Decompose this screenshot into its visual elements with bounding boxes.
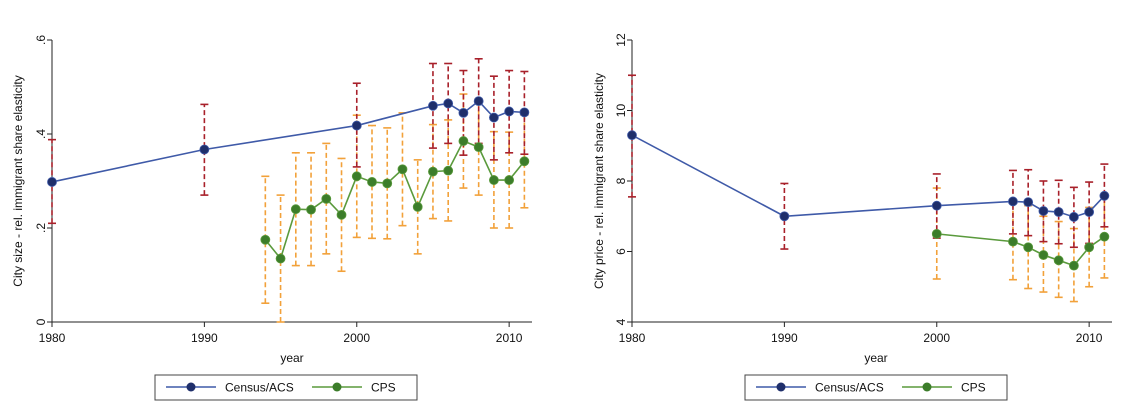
- data-point-cps: [290, 204, 301, 215]
- legend-box: [154, 374, 418, 401]
- legend: Census/ACS CPS: [154, 374, 418, 401]
- y-axis-label: City price - rel. immigrant share elasti…: [592, 73, 606, 289]
- data-point-census: [47, 177, 57, 187]
- data-point-census: [1084, 207, 1095, 217]
- data-point-census: [519, 107, 530, 118]
- y-tick-label: 6: [614, 248, 628, 255]
- data-point-cps: [1099, 231, 1110, 242]
- x-axis-label: year: [864, 351, 887, 365]
- x-tick-label: 1990: [191, 331, 218, 345]
- legend-label-cps: CPS: [371, 381, 396, 395]
- left-chart: 0 .2 .4 .6 1980 1990 2000 2010 City size - rel…: [11, 35, 532, 401]
- series-line-cps: [936, 233, 1105, 267]
- data-point-census: [931, 200, 942, 211]
- x-tick-label: 1980: [39, 331, 66, 345]
- data-point-census: [1069, 212, 1079, 222]
- data-point-census: [779, 211, 790, 222]
- data-point-cps: [1038, 250, 1049, 260]
- x-axis-label: year: [280, 351, 303, 365]
- y-tick-label: .4: [34, 129, 48, 139]
- y-tick-label: 8: [614, 177, 628, 184]
- data-point-census: [443, 98, 454, 109]
- y-axis-label: City size - rel. immigrant share elastic…: [11, 75, 25, 286]
- data-point-cps: [443, 165, 454, 176]
- data-point-cps: [489, 175, 499, 185]
- x-tick-label: 1990: [771, 331, 798, 345]
- series-lines: [631, 134, 1105, 267]
- x-tick-label: 1980: [619, 331, 646, 345]
- legend-marker-cps: [332, 382, 342, 392]
- legend-marker-cps: [922, 382, 932, 392]
- data-point-cps: [321, 193, 332, 204]
- x-tick-label: 2000: [343, 331, 370, 345]
- x-ticks: 1980 1990 2000 2010: [39, 322, 523, 345]
- error-bars: [48, 57, 529, 323]
- data-point-census: [428, 100, 438, 111]
- legend-label-census: Census/ACS: [815, 381, 884, 395]
- right-chart: 4 6 8 10 12 1980 1990 2000 2010 City price - re…: [592, 33, 1112, 401]
- x-tick-label: 2010: [496, 331, 523, 345]
- y-tick-label: .2: [34, 223, 48, 233]
- error-bars: [628, 74, 1109, 303]
- series-points: [47, 96, 530, 264]
- data-point-census: [199, 144, 210, 155]
- series-points: [627, 130, 1110, 271]
- y-ticks: 4 6 8 10 12: [614, 33, 632, 325]
- data-point-cps: [1084, 242, 1095, 253]
- data-point-cps: [260, 234, 271, 245]
- y-tick-label: .6: [34, 35, 48, 45]
- y-tick-label: 10: [614, 104, 628, 118]
- legend-label-cps: CPS: [961, 381, 986, 395]
- legend-marker-census: [186, 382, 196, 392]
- data-point-cps: [306, 204, 316, 215]
- data-point-census: [1023, 197, 1034, 208]
- data-point-census: [627, 130, 637, 141]
- y-ticks: 0 .2 .4 .6: [34, 35, 52, 325]
- x-ticks: 1980 1990 2000 2010: [619, 322, 1103, 345]
- x-tick-label: 2000: [923, 331, 950, 345]
- data-point-cps: [336, 209, 347, 220]
- data-point-cps: [504, 175, 515, 185]
- data-point-cps: [351, 171, 362, 182]
- data-point-cps: [275, 253, 286, 264]
- data-point-census: [458, 107, 469, 118]
- data-point-census: [351, 120, 362, 131]
- data-point-cps: [1008, 236, 1018, 247]
- data-point-census: [1038, 206, 1049, 216]
- series-lines: [51, 100, 526, 261]
- data-point-census: [489, 112, 499, 123]
- data-point-cps: [1023, 242, 1034, 253]
- data-point-cps: [397, 164, 408, 175]
- data-point-cps: [367, 177, 377, 187]
- data-point-cps: [412, 201, 423, 212]
- data-point-cps: [931, 228, 942, 239]
- data-point-census: [473, 96, 484, 106]
- y-tick-label: 12: [614, 33, 628, 47]
- data-point-census: [504, 106, 515, 117]
- data-point-census: [1099, 190, 1110, 201]
- data-point-cps: [473, 142, 484, 153]
- series-line-cps: [264, 140, 526, 261]
- legend-marker-census: [776, 382, 786, 392]
- x-tick-label: 2010: [1076, 331, 1103, 345]
- data-point-cps: [1069, 260, 1079, 271]
- data-point-cps: [1053, 255, 1064, 266]
- legend-label-census: Census/ACS: [225, 381, 294, 395]
- y-tick-label: 4: [614, 318, 628, 325]
- data-point-cps: [428, 166, 438, 177]
- legend: Census/ACS CPS: [744, 374, 1008, 401]
- data-point-census: [1008, 196, 1018, 207]
- series-line-census: [631, 134, 1105, 218]
- series-line-census: [51, 100, 525, 183]
- y-tick-label: 0: [34, 318, 48, 325]
- data-point-cps: [382, 178, 393, 189]
- data-point-census: [1053, 207, 1064, 217]
- data-point-cps: [458, 136, 469, 146]
- data-point-cps: [519, 156, 530, 167]
